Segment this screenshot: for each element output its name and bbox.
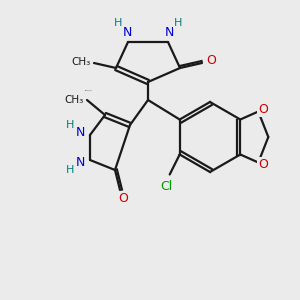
Text: methyl: methyl — [84, 59, 88, 61]
Text: O: O — [206, 53, 216, 67]
Text: Cl: Cl — [160, 180, 173, 193]
Text: H: H — [66, 165, 74, 175]
Text: N: N — [75, 125, 85, 139]
Text: CH₃: CH₃ — [65, 95, 84, 105]
Text: N: N — [122, 26, 132, 38]
Text: H: H — [114, 18, 122, 28]
Text: N: N — [75, 157, 85, 169]
Text: O: O — [258, 103, 268, 116]
Text: N: N — [164, 26, 174, 38]
Text: CH₃: CH₃ — [72, 57, 91, 67]
Text: O: O — [258, 158, 268, 171]
Text: methyl_bot: methyl_bot — [85, 89, 93, 91]
Text: O: O — [118, 191, 128, 205]
Text: H: H — [174, 18, 182, 28]
Text: H: H — [66, 120, 74, 130]
